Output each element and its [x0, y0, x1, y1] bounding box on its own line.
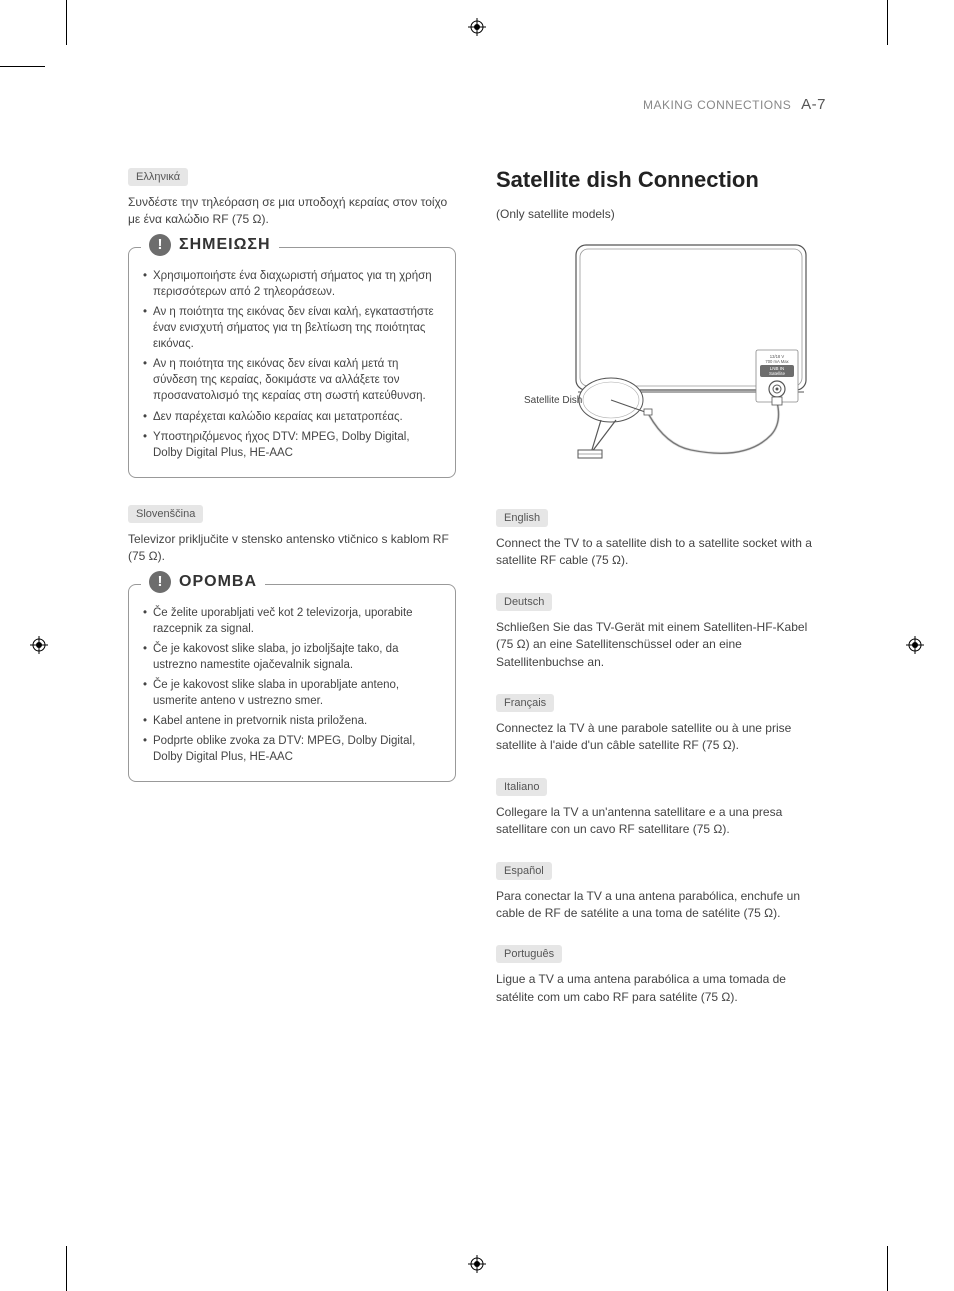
header-section: MAKING CONNECTIONS [643, 98, 791, 112]
lang-tag: Português [496, 945, 562, 963]
port-line2: 700 mA Max [765, 359, 789, 364]
info-icon: ! [149, 571, 171, 593]
list-item: Αν η ποιότητα της εικόνας δεν είναι καλή… [143, 304, 441, 352]
lang-block: Deutsch Schließen Sie das TV-Gerät mit ei… [496, 592, 826, 671]
lang-text: Connect the TV to a satellite dish to a … [496, 535, 826, 570]
lang-tag: Deutsch [496, 593, 552, 611]
crop-mark [887, 1246, 888, 1291]
slovene-note-title: OPOMBA [179, 573, 257, 591]
slovene-note-box: ! OPOMBA Če želite uporabljati več kot 2… [128, 584, 456, 783]
crop-mark [66, 1246, 67, 1291]
crop-mark [66, 0, 67, 45]
list-item: Kabel antene in pretvornik nista prilože… [143, 713, 441, 729]
greek-note-box: ! ΣΗΜΕΙΩΣΗ Χρησιμοποιήστε ένα διαχωριστή… [128, 247, 456, 478]
section-subtitle: (Only satellite models) [496, 207, 826, 221]
lang-text: Schließen Sie das TV-Gerät mit einem Sat… [496, 619, 826, 671]
right-column: Satellite dish Connection (Only satellit… [496, 167, 826, 1028]
greek-bullets: Χρησιμοποιήστε ένα διαχωριστή σήματος γι… [143, 262, 441, 461]
page-header: MAKING CONNECTIONS A-7 [128, 96, 826, 113]
list-item: Αν η ποιότητα της εικόνας δεν είναι καλή… [143, 356, 441, 404]
lang-tag: Español [496, 862, 552, 880]
lang-tag: Français [496, 694, 554, 712]
info-icon: ! [149, 234, 171, 256]
list-item: Δεν παρέχεται καλώδιο κεραίας και μετατρ… [143, 409, 441, 425]
lang-text: Ligue a TV a uma antena parabólica a uma… [496, 971, 826, 1006]
registration-mark-icon [468, 1255, 486, 1273]
registration-mark-icon [906, 636, 924, 654]
satellite-diagram: 13/18 V 700 mA Max LNB IN Satellite [516, 235, 826, 485]
lang-block: Italiano Collegare la TV a un'antenna sat… [496, 777, 826, 839]
registration-mark-icon [468, 18, 486, 36]
crop-mark [0, 66, 45, 67]
slovene-block: Slovenščina Televizor priključite v sten… [128, 504, 456, 783]
lang-block: Français Connectez la TV à une parabole s… [496, 693, 826, 755]
greek-text: Συνδέστε την τηλεόραση σε μια υποδοχή κε… [128, 194, 456, 229]
greek-note-title: ΣΗΜΕΙΩΣΗ [179, 236, 271, 254]
list-item: Podprte oblike zvoka za DTV: MPEG, Dolby… [143, 733, 441, 765]
slovene-text: Televizor priključite v stensko antensko… [128, 531, 456, 566]
list-item: Υποστηριζόμενος ήχος DTV: MPEG, Dolby Di… [143, 429, 441, 461]
lang-tag-slovene: Slovenščina [128, 505, 203, 523]
list-item: Če je kakovost slike slaba, jo izboljšaj… [143, 641, 441, 673]
list-item: Če želite uporabljati več kot 2 televizo… [143, 605, 441, 637]
lang-block: Español Para conectar la TV a una antena … [496, 861, 826, 923]
list-item: Če je kakovost slike slaba in uporabljat… [143, 677, 441, 709]
registration-mark-icon [30, 636, 48, 654]
lang-block: Português Ligue a TV a uma antena paraból… [496, 944, 826, 1006]
lang-tag: Italiano [496, 778, 547, 796]
lang-text: Connectez la TV à une parabole satellite… [496, 720, 826, 755]
section-title: Satellite dish Connection [496, 167, 826, 193]
lang-text: Para conectar la TV a una antena paraból… [496, 888, 826, 923]
slovene-bullets: Če želite uporabljati več kot 2 televizo… [143, 599, 441, 766]
dish-label: Satellite Dish [524, 395, 582, 406]
lang-tag-greek: Ελληνικά [128, 168, 188, 186]
lang-block: English Connect the TV to a satellite dis… [496, 508, 826, 570]
header-page: A-7 [801, 96, 826, 113]
crop-mark [887, 0, 888, 45]
greek-block: Ελληνικά Συνδέστε την τηλεόραση σε μια υ… [128, 167, 456, 478]
lang-text: Collegare la TV a un'antenna satellitare… [496, 804, 826, 839]
port-line4: Satellite [769, 371, 786, 376]
list-item: Χρησιμοποιήστε ένα διαχωριστή σήματος γι… [143, 268, 441, 300]
left-column: Ελληνικά Συνδέστε την τηλεόραση σε μια υ… [128, 167, 456, 1028]
lang-tag: English [496, 509, 548, 527]
